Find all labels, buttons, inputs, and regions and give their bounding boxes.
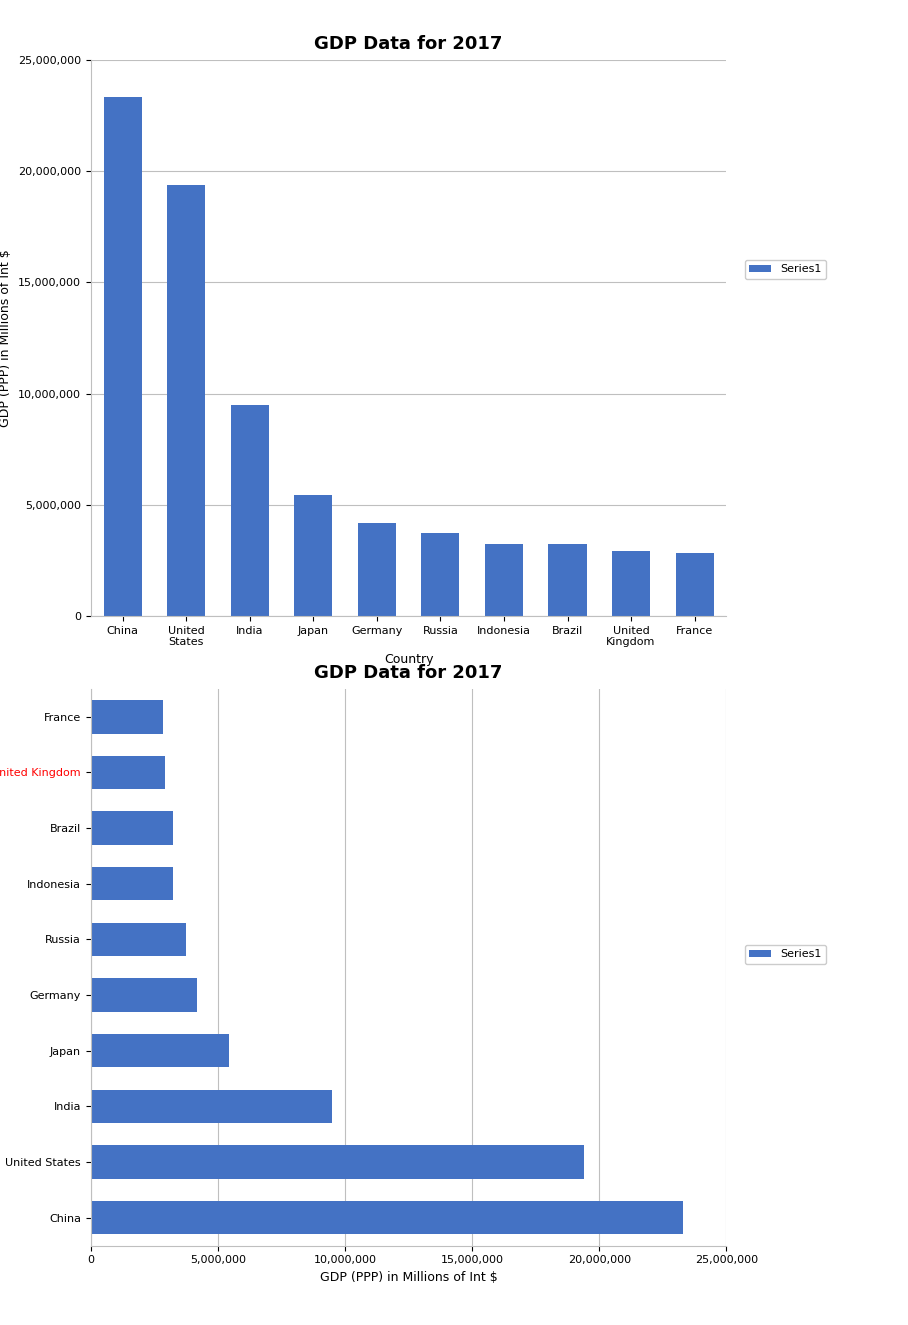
Bar <box>91 1200 683 1235</box>
Bar <box>91 867 173 901</box>
X-axis label: GDP (PPP) in Millions of Int $: GDP (PPP) in Millions of Int $ <box>320 1271 498 1284</box>
X-axis label: Country: Country <box>384 653 433 666</box>
Legend: Series1: Series1 <box>745 260 826 278</box>
Bar <box>676 553 714 616</box>
Bar <box>91 922 186 957</box>
Bar <box>91 1034 229 1068</box>
Bar <box>104 98 142 616</box>
Bar <box>358 523 396 616</box>
Bar <box>485 545 523 616</box>
Bar <box>91 700 163 734</box>
Bar <box>91 1145 584 1179</box>
Bar <box>548 545 587 616</box>
Bar <box>91 811 173 845</box>
Y-axis label: GDP (PPP) in Millions of Int $: GDP (PPP) in Millions of Int $ <box>0 249 13 427</box>
Bar <box>612 551 650 616</box>
Title: GDP Data for 2017: GDP Data for 2017 <box>314 664 503 682</box>
Bar <box>231 405 269 616</box>
Bar <box>91 978 197 1012</box>
Title: GDP Data for 2017: GDP Data for 2017 <box>314 34 503 53</box>
Bar <box>294 496 332 616</box>
Bar <box>421 533 459 616</box>
Bar <box>91 1089 332 1124</box>
Bar <box>91 755 164 790</box>
Bar <box>167 184 205 616</box>
Legend: Series1: Series1 <box>745 945 826 963</box>
